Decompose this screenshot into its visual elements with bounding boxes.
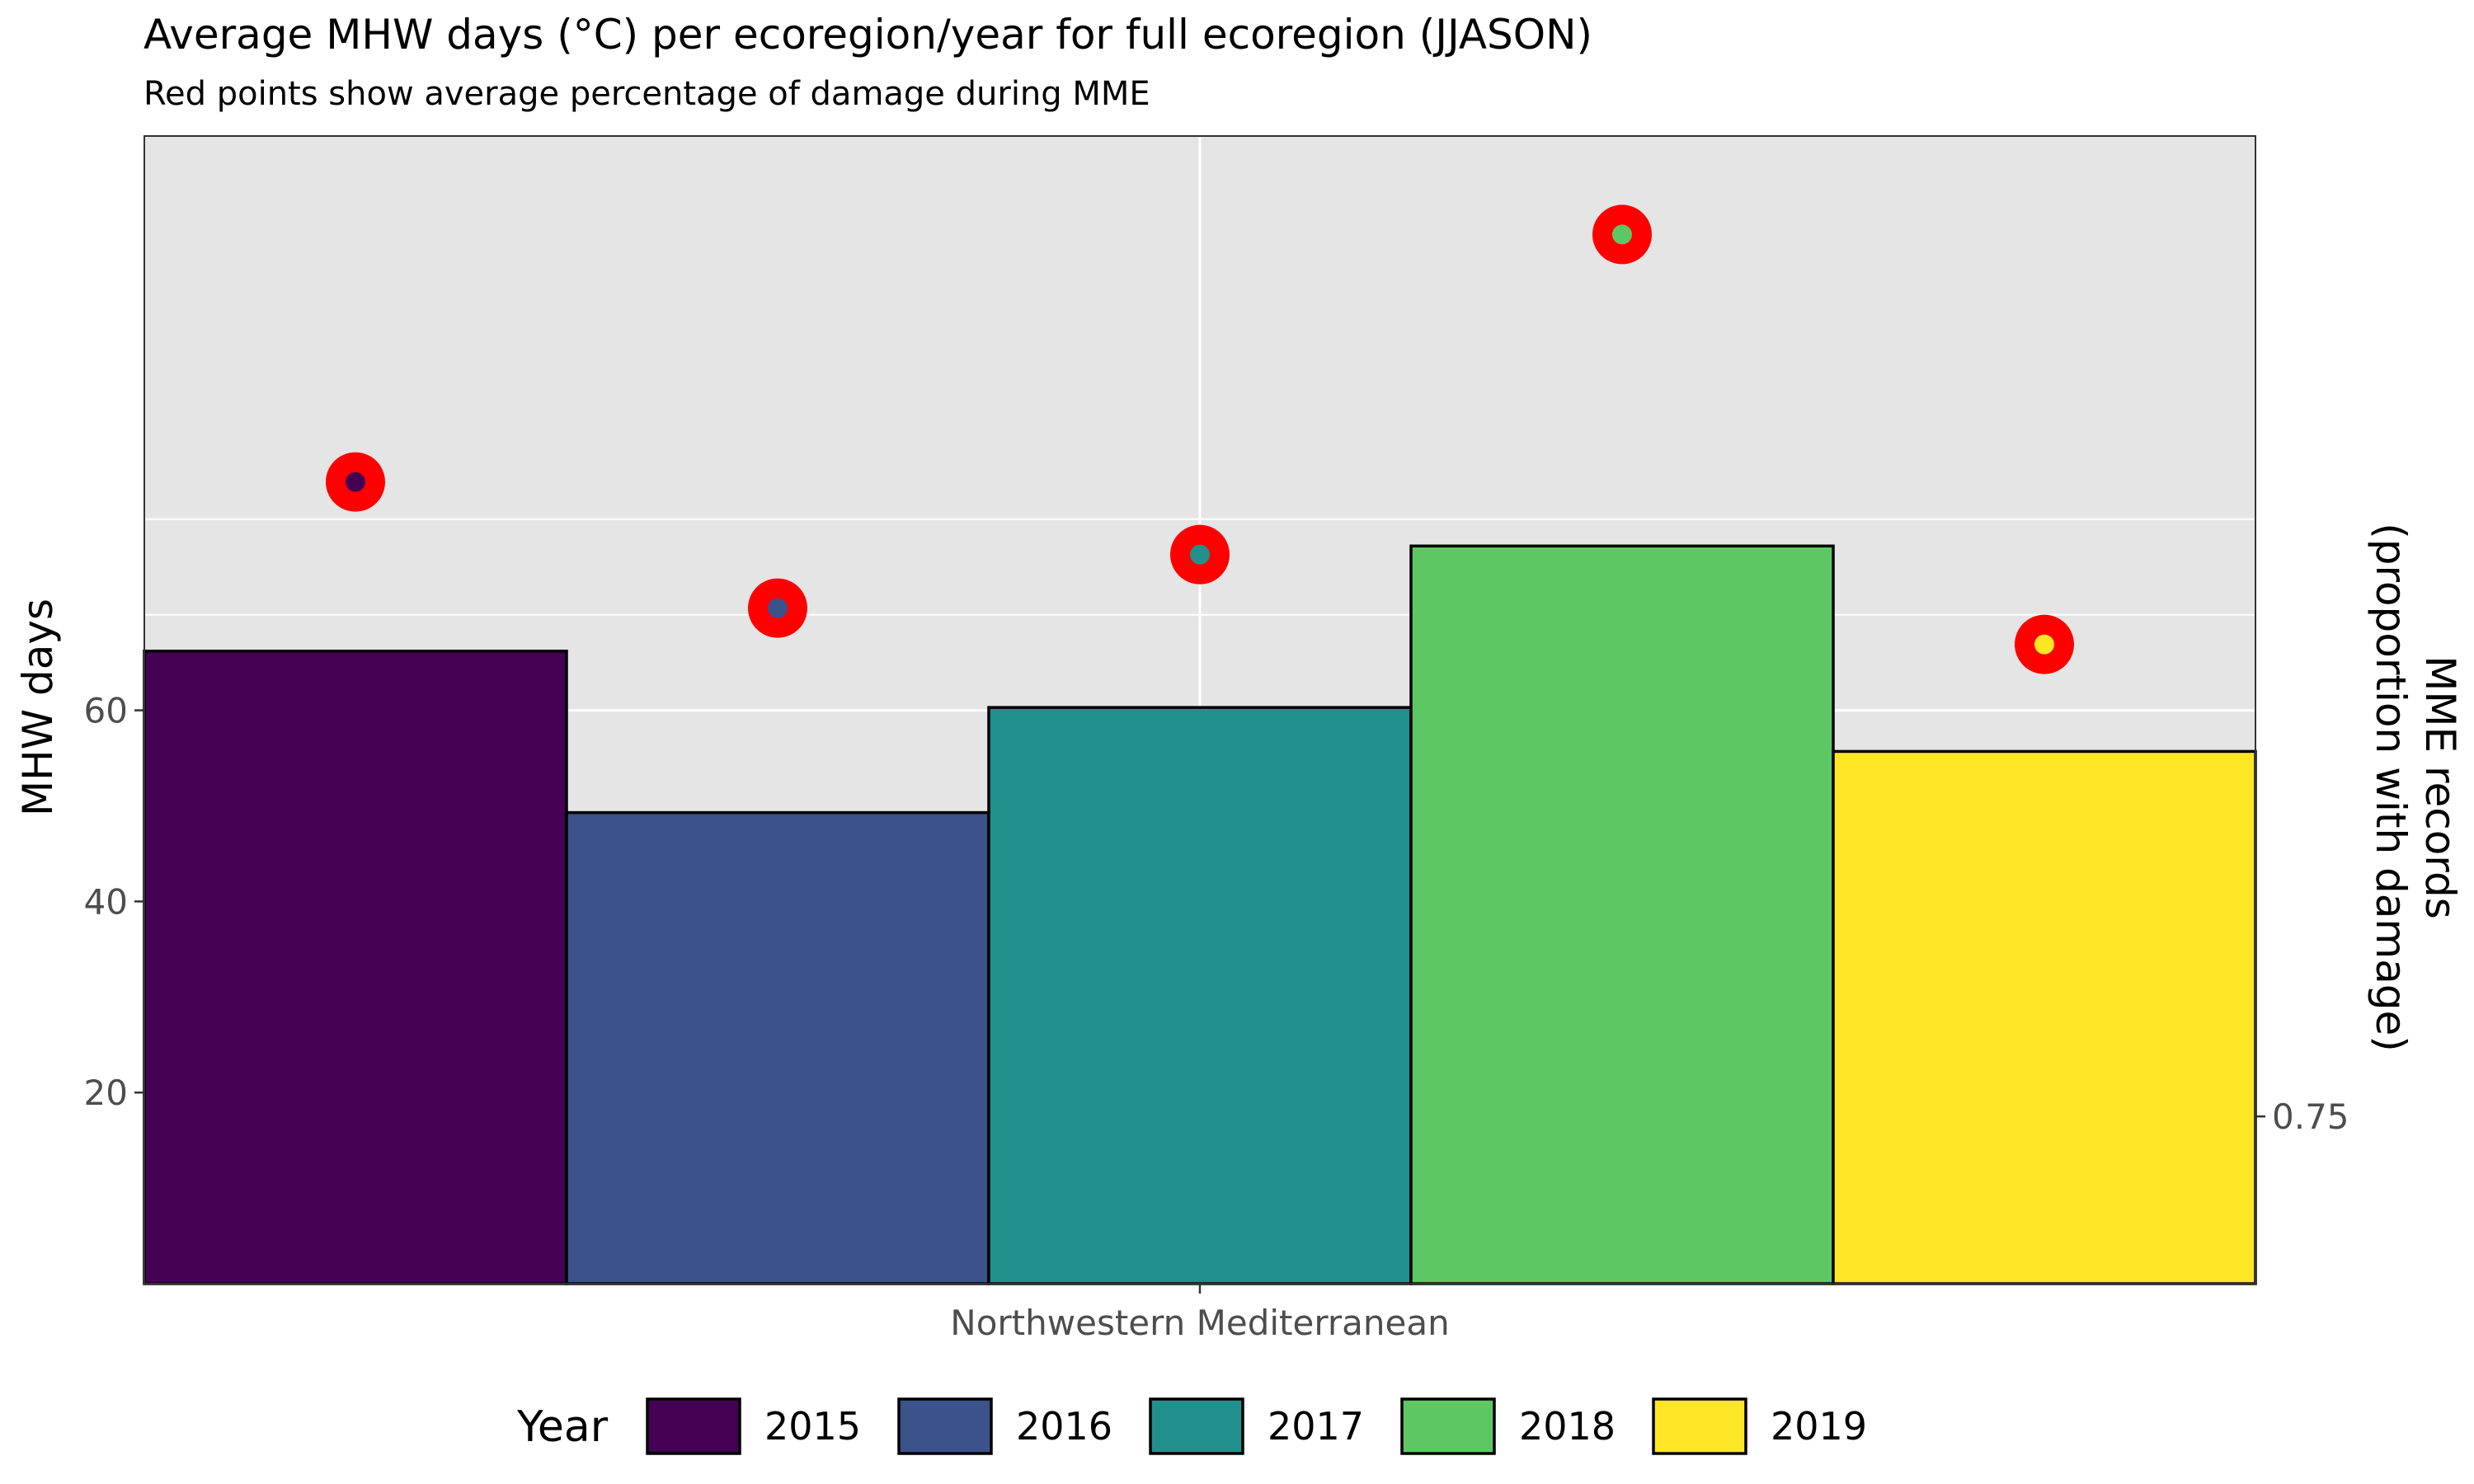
y-tick-label: 40 [84, 881, 128, 922]
bar-2019 [1832, 749, 2257, 1285]
legend: Year 2015 2016 2017 2018 2019 [516, 1397, 1867, 1455]
y-tick-label: 60 [84, 691, 128, 731]
x-axis: Northwestern Mediterranean [950, 1284, 1450, 1343]
legend-label-2017: 2017 [1268, 1404, 1364, 1449]
y2-axis-title: MME records (proportion with damage) [2367, 523, 2464, 1052]
y-axis-title: MHW days [14, 599, 62, 816]
y2-axis-title-line1: MME records [2416, 655, 2464, 919]
y2-axis: 0.75 [2255, 1097, 2349, 1137]
chart-subtitle: Red points show average percentage of da… [143, 75, 1150, 113]
legend-label-2019: 2019 [1771, 1404, 1867, 1449]
legend-key-2019 [1652, 1397, 1747, 1455]
y2-tick-label: 0.75 [2272, 1097, 2349, 1137]
legend-key-2017 [1149, 1397, 1244, 1455]
legend-key-2016 [897, 1397, 993, 1455]
x-tick-label: Northwestern Mediterranean [950, 1303, 1449, 1343]
legend-label-2016: 2016 [1016, 1404, 1112, 1449]
bar-2016 [565, 810, 990, 1285]
bar-2015 [143, 649, 568, 1285]
y-axis: 20 40 60 [84, 691, 144, 1113]
bars [143, 544, 2257, 1285]
legend-label-2015: 2015 [764, 1404, 861, 1449]
damage-point-inner-2016 [768, 598, 788, 618]
damage-point-inner-2015 [346, 472, 365, 492]
damage-point-inner-2017 [1190, 544, 1210, 565]
legend-title: Year [516, 1402, 609, 1452]
bar-2017 [987, 706, 1413, 1285]
legend-label-2018: 2018 [1519, 1404, 1616, 1449]
y-tick-label: 20 [84, 1073, 128, 1113]
chart-title: Average MHW days (°C) per ecoregion/year… [143, 11, 1592, 59]
legend-key-2018 [1400, 1397, 1496, 1455]
bar-2018 [1409, 544, 1835, 1285]
damage-points [326, 204, 2074, 674]
y2-axis-title-line2: (proportion with damage) [2367, 523, 2415, 1052]
damage-point-inner-2018 [1612, 224, 1632, 245]
damage-point-inner-2019 [2034, 634, 2054, 655]
legend-key-2015 [646, 1397, 741, 1455]
